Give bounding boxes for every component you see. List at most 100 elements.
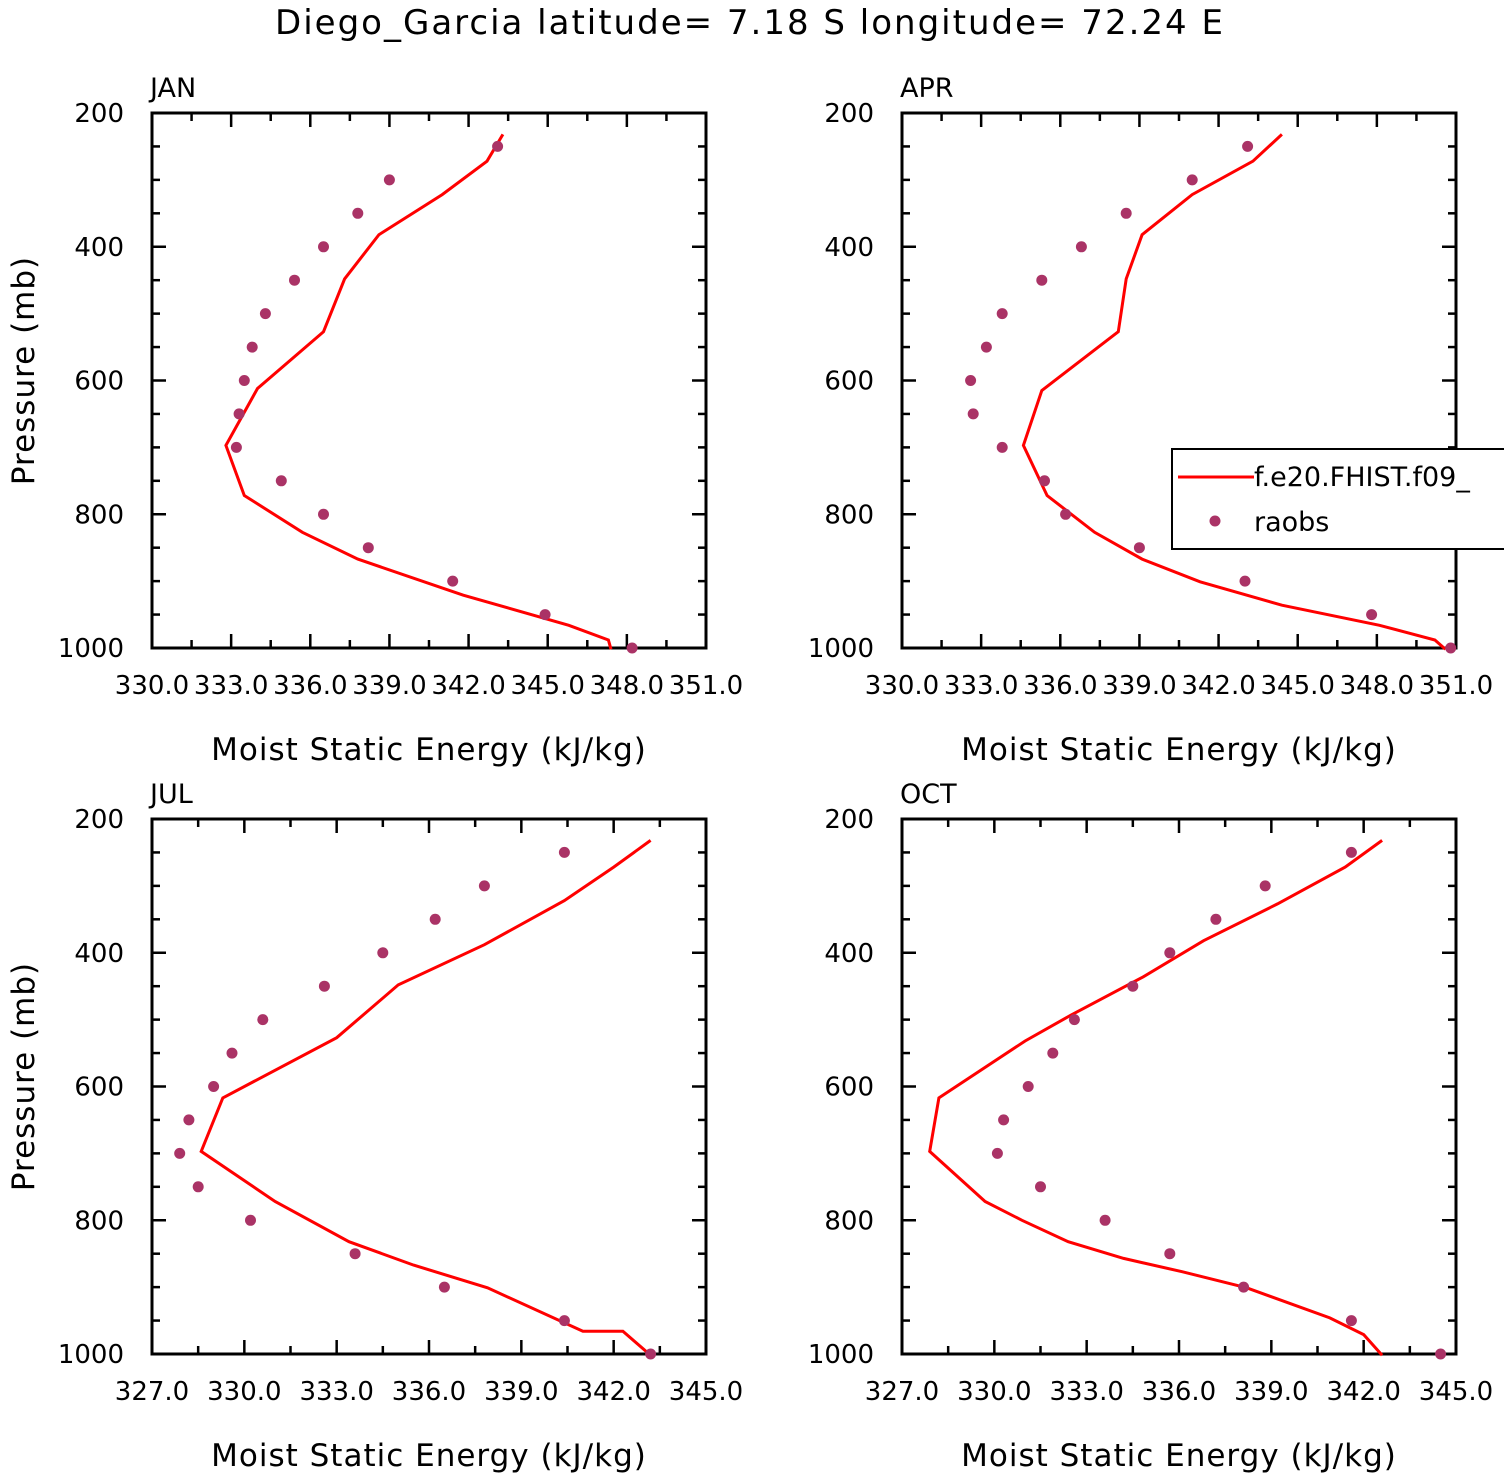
- y-tick-label: 800: [824, 1206, 874, 1236]
- panel-title: JAN: [148, 73, 196, 104]
- raobs-point: [991, 1147, 1003, 1159]
- raobs-point: [349, 1248, 361, 1260]
- x-tick-label: 336.0: [392, 1377, 466, 1407]
- legend-marker-swatch: [1209, 515, 1221, 527]
- raobs-point: [1060, 508, 1072, 520]
- raobs-point: [1259, 880, 1271, 892]
- y-axis-label: Pressure (mb): [6, 962, 42, 1191]
- x-tick-label: 342.0: [431, 671, 505, 701]
- legend-box: [1171, 448, 1504, 550]
- y-tick-label: 1000: [808, 1340, 874, 1370]
- x-tick-label: 333.0: [194, 671, 268, 701]
- raobs-point: [1435, 1348, 1447, 1360]
- raobs-point: [1242, 140, 1254, 152]
- raobs-point: [1345, 1315, 1357, 1327]
- raobs-point: [558, 1315, 570, 1327]
- raobs-point: [246, 341, 258, 353]
- raobs-point: [996, 308, 1008, 320]
- x-tick-label: 330.0: [957, 1377, 1031, 1407]
- y-tick-label: 600: [824, 367, 874, 397]
- x-tick-label: 345.0: [510, 671, 584, 701]
- raobs-point: [558, 846, 570, 858]
- x-tick-label: 327.0: [115, 1377, 189, 1407]
- plot-frame: [150, 111, 708, 650]
- raobs-point: [626, 642, 638, 654]
- raobs-point: [208, 1081, 220, 1092]
- raobs-point: [1039, 475, 1050, 487]
- x-tick-label: 339.0: [352, 671, 426, 701]
- y-tick-label: 400: [74, 939, 124, 969]
- x-tick-label: 336.0: [1023, 671, 1097, 701]
- x-tick-label: 336.0: [273, 671, 347, 701]
- raobs-point: [492, 140, 504, 152]
- raobs-point: [1366, 609, 1378, 621]
- raobs-point: [318, 241, 329, 253]
- raobs-point: [1068, 1014, 1080, 1026]
- raobs-point: [230, 441, 242, 453]
- x-tick-label: 339.0: [1234, 1377, 1308, 1407]
- raobs-point: [383, 174, 395, 186]
- raobs-point: [1120, 207, 1132, 219]
- figure-title: Diego_Garcia latitude= 7.18 S longitude=…: [275, 3, 1225, 43]
- y-tick-label: 1000: [808, 634, 874, 664]
- raobs-point: [967, 408, 979, 420]
- y-tick-label: 600: [824, 1073, 874, 1103]
- raobs-point: [1164, 1248, 1176, 1260]
- x-axis-label: Moist Static Energy (kJ/kg): [211, 1438, 647, 1474]
- plot-frame: [900, 111, 1458, 650]
- panel-apr: APR 330.0 333.0 336.0 339.0 342.0 345.0 348.0 35…: [808, 73, 1493, 768]
- panel-title: JUL: [148, 779, 193, 810]
- legend-entry-raobs: raobs: [1254, 507, 1329, 538]
- raobs-point: [1075, 241, 1087, 253]
- y-tick-label: 200: [824, 99, 874, 129]
- y-tick-label: 1000: [58, 634, 124, 664]
- model-profile-line: [224, 133, 613, 650]
- raobs-point: [429, 913, 441, 925]
- raobs-point: [1047, 1047, 1059, 1059]
- raobs-point: [1164, 947, 1176, 959]
- raobs-point: [352, 207, 364, 219]
- x-tick-label: 345.0: [1419, 1377, 1493, 1407]
- x-tick-label: 345.0: [669, 1377, 743, 1407]
- x-tick-label: 339.0: [484, 1377, 558, 1407]
- x-tick-label: 333.0: [299, 1377, 373, 1407]
- raobs-point: [377, 947, 389, 959]
- y-tick-label: 400: [824, 939, 874, 969]
- x-tick-label: 333.0: [1049, 1377, 1123, 1407]
- raobs-point: [318, 980, 330, 992]
- raobs-point: [965, 375, 977, 386]
- x-tick-label: 342.0: [1181, 671, 1255, 701]
- raobs-point: [192, 1181, 204, 1193]
- y-tick-label: 400: [74, 233, 124, 263]
- legend-entry-model: f.e20.FHIST.f09_: [1254, 462, 1470, 493]
- model-profile-line: [1021, 133, 1447, 651]
- raobs-point: [245, 1214, 256, 1226]
- raobs-point: [259, 308, 271, 320]
- x-tick-label: 333.0: [944, 671, 1018, 701]
- x-tick-label: 342.0: [576, 1377, 650, 1407]
- raobs-point: [257, 1014, 269, 1026]
- raobs-point: [275, 475, 287, 487]
- x-tick-label: 339.0: [1102, 671, 1176, 701]
- x-tick-label: 351.0: [669, 671, 743, 701]
- panel-jul: JUL 327.0 330.0 333.0 336.0 339.0 342.0 345.0 20…: [6, 779, 743, 1474]
- raobs-point: [226, 1047, 238, 1059]
- raobs-point: [1186, 174, 1198, 186]
- raobs-point: [996, 441, 1008, 453]
- plot-frame: [900, 817, 1458, 1356]
- y-tick-label: 200: [74, 99, 124, 129]
- raobs-point: [1036, 274, 1048, 286]
- x-axis-label: Moist Static Energy (kJ/kg): [961, 1438, 1397, 1474]
- raobs-point: [233, 408, 245, 420]
- raobs-point: [238, 375, 250, 386]
- y-tick-label: 200: [74, 805, 124, 835]
- x-tick-label: 330.0: [115, 671, 189, 701]
- y-tick-label: 800: [824, 500, 874, 530]
- x-tick-label: 345.0: [1260, 671, 1334, 701]
- x-tick-label: 351.0: [1419, 671, 1493, 701]
- raobs-point: [478, 880, 490, 892]
- raobs-point: [1127, 980, 1139, 992]
- raobs-point: [645, 1348, 657, 1360]
- raobs-point: [1238, 1281, 1250, 1293]
